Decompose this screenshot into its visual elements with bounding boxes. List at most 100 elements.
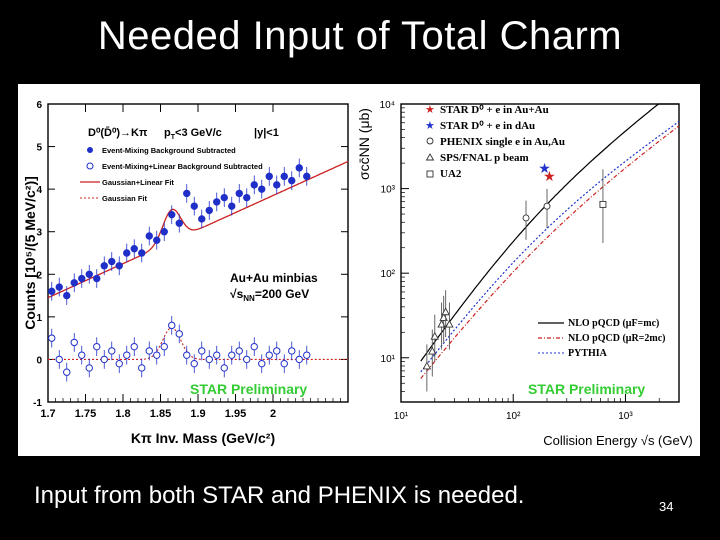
filled-data-point	[220, 193, 228, 202]
figure-svg: -1 0 1 2 3 4 5 6 1.7 1.75 1.8 1.85 1.9 1.95 2 D⁰(D̄⁰)…	[22, 100, 693, 448]
legend-label-phenix: PHENIX single e in Au,Au	[440, 136, 565, 148]
curve-legend-label-2: PYTHIA	[568, 348, 608, 359]
filled-data-point	[63, 291, 71, 300]
right-legend: ★ STAR D⁰ + e in Au+Au ★ STAR D⁰ + e in …	[425, 104, 565, 180]
filled-data-point	[78, 274, 86, 283]
right-plot-frame	[400, 103, 680, 403]
sps-data-point	[428, 346, 437, 355]
filled-data-point	[190, 202, 198, 210]
filled-data-point	[138, 249, 146, 257]
left-ytick-label: 0	[36, 355, 42, 366]
left-xtick-label: 1.8	[115, 408, 130, 420]
filled-data-point	[280, 172, 288, 181]
right-ytick-label: 10⁴	[380, 100, 395, 111]
curve-legend-label-0: NLO pQCD (μF=mc)	[568, 318, 659, 329]
open-data-point	[70, 338, 78, 347]
legend-label-1: Event-Mixing+Linear Background Subtracte…	[102, 162, 263, 171]
filled-data-point	[235, 189, 243, 198]
phenix-data-point	[543, 202, 551, 210]
legend-label-sps: SPS/FNAL p beam	[440, 152, 529, 164]
left-ytick-label: -1	[33, 398, 42, 409]
y-cut-label: |y|<1	[254, 127, 279, 139]
left-xtick-label: 1.7	[40, 408, 55, 420]
open-data-point	[190, 359, 198, 368]
filled-data-point	[175, 219, 183, 227]
system-label: Au+Au minbias	[230, 271, 318, 285]
gauss-linear-fit-line	[47, 160, 349, 299]
filled-data-point	[48, 287, 56, 296]
filled-data-point	[160, 228, 168, 236]
filled-data-point	[153, 236, 161, 244]
left-xtick-label: 2	[270, 408, 276, 420]
open-data-point	[273, 347, 281, 355]
right-xtick-label: 10²	[506, 411, 521, 422]
figure-panel: -1 0 1 2 3 4 5 6 1.7 1.75 1.8 1.85 1.9 1.95 2 D⁰(D̄⁰)…	[18, 84, 700, 456]
legend-label-2: Gaussian+Linear Fit	[102, 178, 174, 187]
slide-title: Needed Input of Total Charm	[97, 14, 623, 58]
open-data-point	[205, 355, 213, 364]
open-data-point	[145, 347, 153, 355]
open-data-point	[108, 347, 116, 355]
left-xtick-label: 1.95	[225, 408, 246, 420]
left-preliminary-label: STAR Preliminary	[190, 381, 307, 397]
slide-caption: Input from both STAR and PHENIX is neede…	[34, 482, 525, 509]
open-data-point	[295, 355, 303, 364]
filled-data-point	[108, 257, 116, 266]
filled-data-point	[295, 164, 303, 172]
left-xtick-label: 1.85	[150, 408, 171, 420]
filled-data-point	[130, 245, 138, 253]
open-data-point	[288, 347, 296, 355]
gauss-fit-line	[48, 327, 348, 360]
right-xlabel: Collision Energy √s (GeV)	[543, 433, 692, 448]
sps-data-point	[441, 307, 450, 316]
energy-label: √sNN=200 GeV	[230, 287, 309, 303]
open-data-point	[160, 342, 168, 351]
open-data-point	[250, 342, 258, 351]
filled-data-point	[205, 206, 213, 215]
filled-data-point	[100, 262, 108, 270]
open-data-point	[258, 359, 266, 368]
star-data-point: ★	[538, 160, 551, 176]
filled-data-point	[145, 232, 153, 240]
legend-marker-square	[426, 170, 434, 178]
open-data-point	[100, 355, 108, 364]
left-ytick-label: 3	[36, 228, 42, 239]
left-xlabel: Kπ Inv. Mass (GeV/c²)	[131, 430, 275, 446]
legend-marker-circle	[426, 137, 434, 145]
right-ylabel: σcc̄NN (μb)	[356, 108, 372, 180]
open-data-point	[220, 364, 228, 372]
filled-data-point	[93, 274, 101, 283]
curve-legend: NLO pQCD (μF=mc) NLO pQCD (μR=2mc) PYTHI…	[538, 318, 665, 359]
right-xtick-label: 10³	[618, 411, 633, 422]
filled-data-point	[213, 198, 221, 206]
open-data-point	[123, 351, 131, 359]
open-data-point	[265, 351, 273, 359]
open-data-point	[138, 364, 146, 372]
left-xtick-label: 1.9	[190, 408, 205, 420]
open-data-point	[198, 347, 206, 355]
legend-marker-star-red: ★	[425, 104, 435, 116]
filled-data-point	[115, 262, 123, 270]
filled-data-point	[85, 270, 93, 278]
open-data-point	[93, 342, 101, 351]
left-chart: -1 0 1 2 3 4 5 6 1.7 1.75 1.8 1.85 1.9 1.95 2 D⁰(D̄⁰)…	[22, 100, 349, 446]
filled-data-point	[228, 202, 236, 210]
legend-marker-star-blue: ★	[425, 120, 435, 132]
right-xtick-label: 10¹	[394, 411, 409, 422]
open-data-point	[303, 351, 311, 359]
filled-data-point	[168, 210, 176, 219]
open-data-point	[175, 330, 183, 338]
legend-label-dau: STAR D⁰ + e in dAu	[440, 120, 535, 132]
filled-data-point	[198, 215, 206, 223]
left-plot-frame	[47, 103, 349, 403]
curve-legend-label-1: NLO pQCD (μR=2mc)	[568, 333, 665, 344]
legend-marker-filled	[87, 147, 93, 153]
left-legend: Event-Mixing Background Subtracted Event…	[80, 146, 263, 203]
decay-label: D⁰(D̄⁰)→Kπ	[88, 127, 148, 139]
pt-cut-label: pT<3 GeV/c	[164, 127, 222, 141]
filled-data-point	[273, 181, 281, 189]
open-data-point	[63, 368, 71, 376]
open-data-point	[235, 347, 243, 355]
left-ytick-label: 2	[36, 270, 42, 281]
